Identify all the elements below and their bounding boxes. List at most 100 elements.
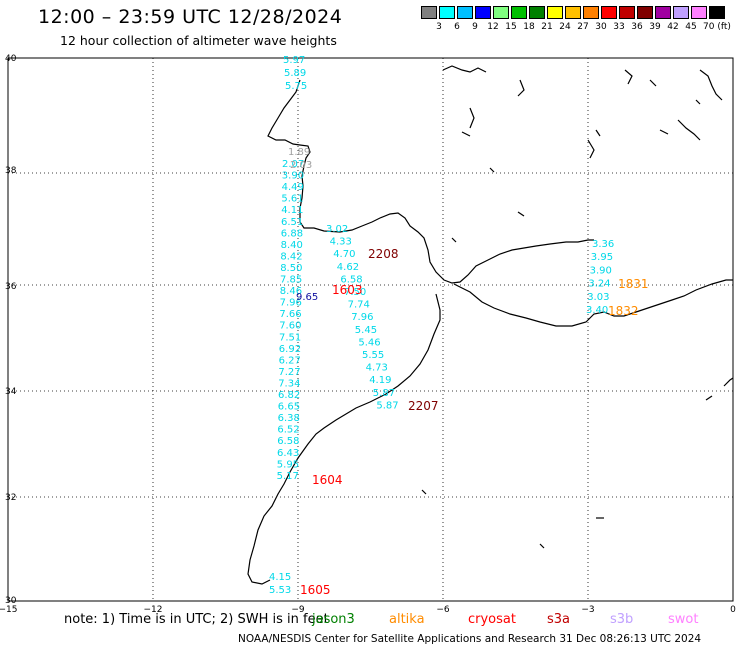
wave-height-value: 7.50 (344, 287, 366, 298)
wave-height-value: 7.96 (280, 298, 302, 309)
wave-height-value: 5.46 (358, 337, 380, 348)
satellite-name: altika (389, 612, 425, 627)
wave-height-value: 4.49 (282, 182, 304, 193)
legend-swatch (583, 6, 599, 19)
legend-swatch (457, 6, 473, 19)
pass-time-label: 1832 (608, 304, 639, 318)
longitude-label: −12 (144, 605, 163, 615)
pass-time-labels: 2208 1603 2207 1604 1605 1831 1832 (300, 247, 649, 597)
satellite-name: swot (668, 612, 699, 627)
wave-height-value: 3.02 (326, 224, 348, 235)
wave-height-value: 6.38 (278, 413, 300, 424)
wave-height-value: 9.65 (296, 292, 318, 303)
pass-time-label: 1604 (312, 473, 343, 487)
legend-label: 18 (523, 22, 535, 32)
legend-label: 21 (541, 22, 553, 32)
legend-label: 6 (454, 22, 460, 32)
satellite-name: s3b (610, 612, 634, 627)
wave-height-value: 2.03 (290, 160, 312, 171)
wave-height-value: 8.40 (281, 240, 303, 251)
latitude-label: 34 (5, 387, 17, 397)
wave-height-value: 5.87 (376, 400, 398, 411)
wave-height-value: 7.74 (348, 300, 370, 311)
wave-height-value: 7.34 (278, 378, 300, 389)
longitude-label: −9 (291, 605, 305, 615)
wave-height-value: 3.90 (590, 265, 612, 276)
legend-label: 27 (577, 22, 589, 32)
wave-height-value: 3.40 (586, 305, 608, 316)
latitude-label: 36 (5, 282, 17, 292)
wave-height-value: 3.36 (592, 239, 614, 250)
map-subtitle: 12 hour collection of altimeter wave hei… (60, 33, 337, 48)
legend-label: 3 (436, 22, 442, 32)
wave-height-value: 8.42 (280, 251, 302, 262)
pass-time-label: 2208 (368, 247, 399, 261)
wave-height-value: 5.75 (285, 81, 307, 92)
wave-height-value: 3.90 (282, 171, 304, 182)
legend-swatch (421, 6, 437, 19)
satellite-name: jason3 (312, 612, 355, 627)
wave-height-value: 7.60 (279, 321, 301, 332)
legend-swatch (529, 6, 545, 19)
legend-label: 30 (595, 22, 607, 32)
legend-label: 39 (649, 22, 661, 32)
legend-label: 9 (472, 22, 478, 32)
wave-height-value: 6.82 (278, 390, 300, 401)
legend-swatch (709, 6, 725, 19)
map-frame (7, 57, 734, 602)
wave-height-value: 4.62 (337, 262, 359, 273)
altimeter-tracks: 5.975.895.752.073.904.495.614.116.516.88… (269, 55, 614, 596)
latitude-label: 32 (5, 493, 16, 503)
wave-height-value: 7.96 (351, 312, 373, 323)
legend-label: 33 (613, 22, 625, 32)
wave-height-value: 3.03 (587, 292, 609, 303)
legend-swatch (601, 6, 617, 19)
longitude-label: −15 (0, 605, 18, 615)
wave-height-value: 4.11 (281, 205, 303, 216)
wave-height-value: 6.27 (279, 355, 301, 366)
latitude-label: 38 (5, 166, 17, 176)
wave-height-value: 3.24 (588, 279, 610, 290)
wave-height-value: 7.51 (279, 332, 301, 343)
wave-height-value: 5.55 (362, 350, 384, 361)
credit-line: NOAA/NESDIS Center for Satellite Applica… (238, 633, 702, 645)
wave-height-value: 6.65 (278, 402, 300, 413)
legend-swatch (691, 6, 707, 19)
legend-swatch (637, 6, 653, 19)
wave-height-value: 2.07 (282, 159, 304, 170)
coastline (247, 65, 734, 585)
legend-swatch (493, 6, 509, 19)
longitude-label: 0 (730, 605, 736, 615)
longitude-labels: −15 −12 −9 −6 −3 0 (0, 605, 736, 615)
wave-height-value: 6.88 (281, 228, 303, 239)
wave-height-value: 5.61 (281, 194, 303, 205)
satellite-name: cryosat (468, 612, 516, 627)
wave-height-value: 8.46 (280, 286, 302, 297)
wave-height-value: 5.89 (284, 68, 306, 79)
legend-label: 24 (559, 22, 571, 32)
latitude-label: 40 (5, 54, 17, 64)
pass-time-label: 1831 (618, 277, 649, 291)
wave-height-value: 5.17 (277, 471, 299, 482)
wave-height-value: 4.73 (366, 363, 388, 374)
wave-height-value: 5.45 (355, 325, 377, 336)
wave-height-value: 3.95 (591, 252, 613, 263)
wave-height-value: 5.87 (373, 388, 395, 399)
latitude-label: 30 (5, 596, 17, 606)
latitude-labels: 40 38 36 34 32 30 (5, 54, 17, 606)
graticule (8, 58, 733, 601)
legend-swatch (475, 6, 491, 19)
wave-height-value: 7.66 (279, 309, 301, 320)
legend-swatch (655, 6, 671, 19)
pass-time-label: 1605 (300, 583, 331, 597)
wave-height-value: 7.85 (280, 275, 302, 286)
wave-height-value: 6.58 (277, 436, 299, 447)
legend-label: 12 (487, 22, 499, 32)
wave-height-value: 6.43 (277, 448, 299, 459)
legend-label: 45 (685, 22, 697, 32)
legend-swatch (619, 6, 635, 19)
wave-height-value: 5.97 (283, 55, 305, 66)
legend-swatch (439, 6, 455, 19)
map-title: 12:00 – 23:59 UTC 12/28/2024 (38, 6, 343, 28)
